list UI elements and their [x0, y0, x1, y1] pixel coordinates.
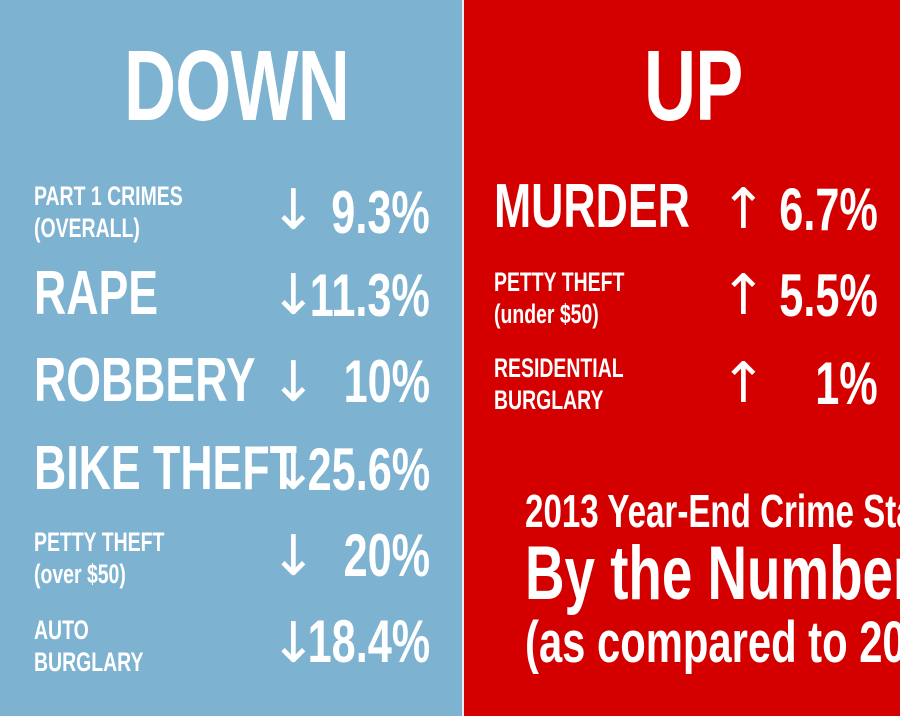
down-row-petty-line2: (over $50): [34, 559, 126, 590]
up-row-murder-value-box: 6.7%: [678, 180, 878, 250]
down-arrow-icon: ↓: [270, 611, 317, 676]
down-row-part1-line1: PART 1 CRIMES: [34, 181, 183, 211]
down-panel: DOWN PART 1 CRIMES (OVERALL) ↓ 9.3% RAPE…: [0, 0, 462, 716]
down-heading: DOWN: [124, 30, 350, 142]
down-row-auto-label: AUTO BURGLARY: [34, 614, 143, 679]
up-row-petty-line1: PETTY THEFT: [494, 267, 625, 297]
up-row-petty-value: 5.5%: [779, 262, 878, 329]
down-row-petty-value: 20%: [343, 522, 430, 589]
down-row-rape-value-box: 11.3%: [230, 266, 430, 336]
down-row-bike-value: 25.6%: [307, 436, 430, 503]
down-row-robbery-value: 10%: [343, 348, 430, 415]
down-row-bike-value-box: 25.6%: [230, 440, 430, 510]
up-arrow-icon: ↑: [720, 351, 767, 416]
up-row-residential-value-box: 1%: [678, 354, 878, 424]
down-row-robbery-value-box: 10%: [230, 352, 430, 422]
up-row-petty-value-box: 5.5%: [678, 266, 878, 336]
down-arrow-icon: ↓: [270, 263, 317, 328]
up-arrow-icon: ↑: [720, 177, 767, 242]
down-row-robbery-label: ROBBERY: [34, 346, 256, 415]
up-row-petty-line2: (under $50): [494, 299, 599, 330]
down-row-part1-value: 9.3%: [331, 179, 430, 246]
down-row-part1-value-box: 9.3%: [230, 183, 430, 253]
down-row-petty-line1: PETTY THEFT: [34, 527, 165, 557]
up-row-murder-value: 6.7%: [779, 176, 878, 243]
down-row-part1-label: PART 1 CRIMES (OVERALL): [34, 180, 183, 245]
down-row-petty-label: PETTY THEFT (over $50): [34, 526, 164, 591]
down-arrow-icon: ↓: [270, 438, 317, 503]
up-row-residential-line1: RESIDENTIAL: [494, 353, 624, 383]
footer-line3: (as compared to 2012): [525, 610, 900, 675]
footer-line1: 2013 Year-End Crime Stats: [525, 485, 900, 537]
down-arrow-icon: ↓: [270, 524, 317, 589]
down-arrow-icon: ↓: [270, 178, 317, 243]
up-row-residential-label: RESIDENTIAL BURGLARY: [494, 352, 624, 417]
down-row-auto-value: 18.4%: [307, 608, 430, 675]
up-row-residential-value: 1%: [815, 350, 878, 417]
down-row-auto-line1: AUTO: [34, 615, 89, 645]
down-row-part1-line2: (OVERALL): [34, 213, 140, 244]
up-row-residential-line2: BURGLARY: [494, 385, 604, 416]
down-row-rape-label: RAPE: [34, 259, 159, 328]
down-row-auto-line2: BURGLARY: [34, 647, 144, 678]
up-heading: UP: [644, 30, 743, 142]
up-panel: UP MURDER ↑ 6.7% PETTY THEFT (under $50)…: [464, 0, 900, 716]
panel-divider: [462, 0, 464, 716]
down-row-petty-value-box: 20%: [230, 526, 430, 596]
down-arrow-icon: ↓: [270, 350, 317, 415]
down-row-bike-label: BIKE THEFT: [34, 434, 297, 503]
down-row-rape-value: 11.3%: [309, 262, 430, 329]
down-row-auto-value-box: 18.4%: [230, 612, 430, 682]
up-arrow-icon: ↑: [720, 263, 767, 328]
up-row-petty-label: PETTY THEFT (under $50): [494, 266, 624, 331]
footer-title: By the Numbers: [525, 531, 900, 616]
up-row-murder-label: MURDER: [494, 172, 690, 241]
